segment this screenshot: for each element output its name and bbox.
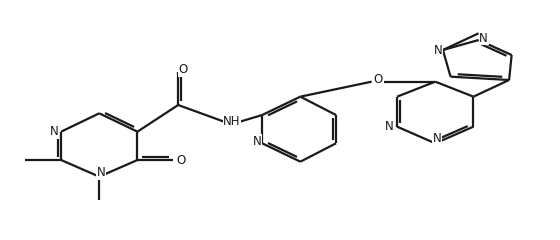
Text: N: N: [253, 135, 262, 148]
Text: NH: NH: [223, 115, 241, 128]
Text: N: N: [385, 120, 394, 133]
Text: N: N: [97, 166, 106, 179]
Text: N: N: [50, 125, 58, 138]
Text: O: O: [373, 73, 382, 86]
Text: O: O: [179, 63, 188, 76]
Text: N: N: [433, 43, 442, 56]
Text: N: N: [479, 31, 488, 44]
Text: N: N: [433, 132, 442, 145]
Text: O: O: [176, 154, 186, 167]
